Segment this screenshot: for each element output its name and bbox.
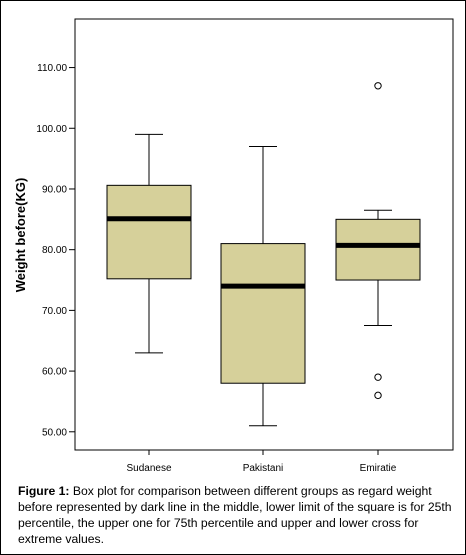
caption-text: Box plot for comparison between differen…: [18, 484, 452, 546]
y-tick-label: 70.00: [42, 306, 67, 317]
box-plot-chart: 50.00 60.00 70.00 80.00 90.00 100.00 110.00 Su…: [13, 18, 454, 474]
caption-label: Figure 1:: [18, 484, 70, 498]
y-tick-label: 80.00: [42, 245, 67, 256]
y-axis: 50.00 60.00 70.00 80.00 90.00 100.00 110.00: [36, 63, 75, 438]
outlier-point: [374, 373, 382, 381]
y-tick-label: 60.00: [42, 367, 67, 378]
y-tick-label: 100.00: [36, 124, 67, 135]
x-tick-label: Emiratie: [360, 463, 397, 474]
y-axis-label: Weight before(KG): [13, 178, 28, 293]
iqr-box: [335, 218, 421, 281]
plot-area: [74, 18, 454, 451]
x-tick-label: Pakistani: [243, 463, 284, 474]
x-axis: Sudanese Pakistani Emiratie: [126, 450, 397, 474]
y-tick-label: 110.00: [37, 63, 67, 74]
boxes: [106, 82, 421, 427]
outlier-point: [374, 391, 382, 400]
iqr-box: [220, 243, 306, 384]
figure-caption: Figure 1: Box plot for comparison betwee…: [18, 483, 458, 547]
box-pakistani: [220, 145, 306, 427]
y-tick-label: 50.00: [42, 427, 67, 438]
y-tick-label: 90.00: [42, 184, 67, 195]
iqr-box: [106, 184, 192, 280]
box-sudanese: [106, 133, 192, 354]
box-emiratie: [335, 82, 421, 400]
outlier-point: [374, 82, 382, 90]
x-tick-label: Sudanese: [126, 463, 171, 474]
